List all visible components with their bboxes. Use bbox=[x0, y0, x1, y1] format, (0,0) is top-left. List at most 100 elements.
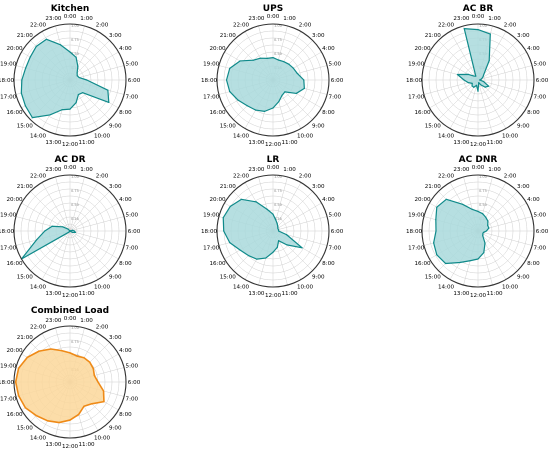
hour-label: 7:00 bbox=[329, 95, 342, 101]
hour-label: 23:00 bbox=[45, 16, 62, 22]
hour-label: 5:00 bbox=[534, 212, 547, 218]
hour-label: 14:00 bbox=[438, 284, 455, 290]
data-point-1400 bbox=[473, 86, 475, 88]
hour-label: 1:00 bbox=[80, 167, 93, 173]
hour-label: 11:00 bbox=[486, 291, 503, 297]
data-point-500 bbox=[488, 227, 490, 229]
data-point-1100 bbox=[75, 102, 77, 104]
hour-label: 20:00 bbox=[210, 46, 227, 52]
hour-label: 9:00 bbox=[109, 123, 122, 129]
data-point-2200 bbox=[45, 38, 48, 40]
data-point-100 bbox=[275, 219, 277, 221]
data-point-1000 bbox=[281, 94, 283, 97]
hour-label: 22:00 bbox=[438, 174, 455, 180]
data-point-1600 bbox=[239, 249, 241, 251]
data-point-200 bbox=[488, 60, 490, 62]
r-tick-label: 0.75 bbox=[71, 38, 79, 42]
hour-label: 8:00 bbox=[119, 412, 132, 418]
data-point-1600 bbox=[24, 105, 26, 107]
r-tick-label: 1.00 bbox=[274, 175, 282, 179]
hour-label: 18:00 bbox=[0, 380, 14, 386]
hour-label: 2:00 bbox=[299, 174, 312, 180]
hour-label: 14:00 bbox=[233, 284, 250, 290]
data-point-2300 bbox=[60, 350, 63, 352]
hour-label: 18:00 bbox=[406, 229, 423, 235]
data-point-1500 bbox=[31, 117, 33, 119]
data-point-2300 bbox=[463, 28, 465, 30]
hour-label: 9:00 bbox=[517, 274, 530, 280]
data-point-2200 bbox=[255, 201, 257, 203]
hour-label: 4:00 bbox=[119, 46, 132, 52]
data-point-100 bbox=[277, 59, 279, 61]
hour-label: 9:00 bbox=[109, 274, 122, 280]
hour-label: 12:00 bbox=[265, 142, 282, 148]
hour-label: 5:00 bbox=[126, 212, 139, 218]
grid-spoke bbox=[438, 79, 479, 120]
hour-label: 3:00 bbox=[517, 184, 530, 190]
r-tick-label: 0.75 bbox=[274, 189, 282, 193]
chart-title: UPS bbox=[263, 4, 283, 14]
data-point-000 bbox=[477, 210, 479, 212]
grid-spoke bbox=[449, 31, 479, 81]
data-point-900 bbox=[82, 92, 84, 94]
series-area-combined-load bbox=[14, 348, 105, 424]
hour-label: 16:00 bbox=[7, 110, 24, 116]
hour-label: 18:00 bbox=[201, 229, 218, 235]
data-point-500 bbox=[296, 72, 298, 75]
data-point-1600 bbox=[237, 99, 239, 101]
hour-label: 1:00 bbox=[283, 16, 296, 22]
grid-spoke bbox=[477, 79, 533, 95]
hour-label: 16:00 bbox=[7, 412, 24, 418]
hour-label: 11:00 bbox=[78, 291, 95, 297]
data-point-500 bbox=[78, 76, 80, 79]
grid-spoke bbox=[449, 79, 479, 129]
hour-label: 20:00 bbox=[415, 197, 432, 203]
grid-spoke bbox=[429, 79, 479, 109]
hour-label: 18:00 bbox=[201, 78, 218, 84]
data-point-900 bbox=[482, 235, 484, 237]
r-tick-label: 0.75 bbox=[274, 38, 282, 42]
hour-label: 6:00 bbox=[536, 229, 549, 235]
radar-lr: 0.25 0.50 0.75 1.00 0:00 1:002:003:00 4:00 5:00… bbox=[201, 155, 344, 299]
hour-label: 21:00 bbox=[425, 33, 442, 39]
data-point-200 bbox=[485, 216, 487, 219]
data-point-2100 bbox=[38, 350, 40, 352]
data-point-1300 bbox=[58, 421, 60, 424]
data-point-1900 bbox=[435, 219, 437, 221]
r-tick-label: 0.25 bbox=[71, 217, 79, 221]
hour-label: 7:00 bbox=[534, 95, 547, 101]
radar-ups: 0.250.500.751.000:001:002:003:004:005:00… bbox=[201, 4, 344, 148]
hour-label: 11:00 bbox=[78, 442, 95, 448]
hour-label: 0:00 bbox=[267, 14, 280, 20]
data-point-700 bbox=[482, 231, 485, 234]
data-point-100 bbox=[75, 56, 77, 58]
grid-spoke bbox=[55, 176, 71, 232]
data-point-700 bbox=[74, 231, 77, 234]
hour-label: 7:00 bbox=[126, 95, 139, 101]
data-point-2300 bbox=[69, 230, 71, 232]
hour-label: 4:00 bbox=[119, 197, 132, 203]
hour-label: 12:00 bbox=[265, 293, 282, 299]
r-tick-label: 1.00 bbox=[71, 24, 79, 28]
hour-label: 8:00 bbox=[322, 110, 335, 116]
data-point-2100 bbox=[35, 45, 37, 47]
hour-label: 20:00 bbox=[415, 46, 432, 52]
grid-spoke bbox=[41, 230, 71, 280]
grid-spoke bbox=[30, 230, 71, 271]
data-point-2300 bbox=[59, 44, 62, 46]
hour-label: 10:00 bbox=[502, 133, 519, 139]
r-tick-label: 0.50 bbox=[274, 203, 282, 207]
data-point-400 bbox=[76, 75, 78, 77]
hour-label: 14:00 bbox=[30, 133, 47, 139]
data-point-1400 bbox=[459, 261, 461, 264]
hour-label: 4:00 bbox=[119, 348, 132, 354]
hour-label: 17:00 bbox=[0, 246, 17, 252]
hour-label: 16:00 bbox=[415, 110, 432, 116]
data-point-2200 bbox=[259, 57, 261, 59]
data-point-800 bbox=[295, 92, 297, 95]
data-point-500 bbox=[277, 228, 280, 231]
hour-label: 19:00 bbox=[408, 212, 425, 218]
grid-spoke bbox=[477, 230, 533, 246]
data-point-2200 bbox=[475, 75, 477, 77]
